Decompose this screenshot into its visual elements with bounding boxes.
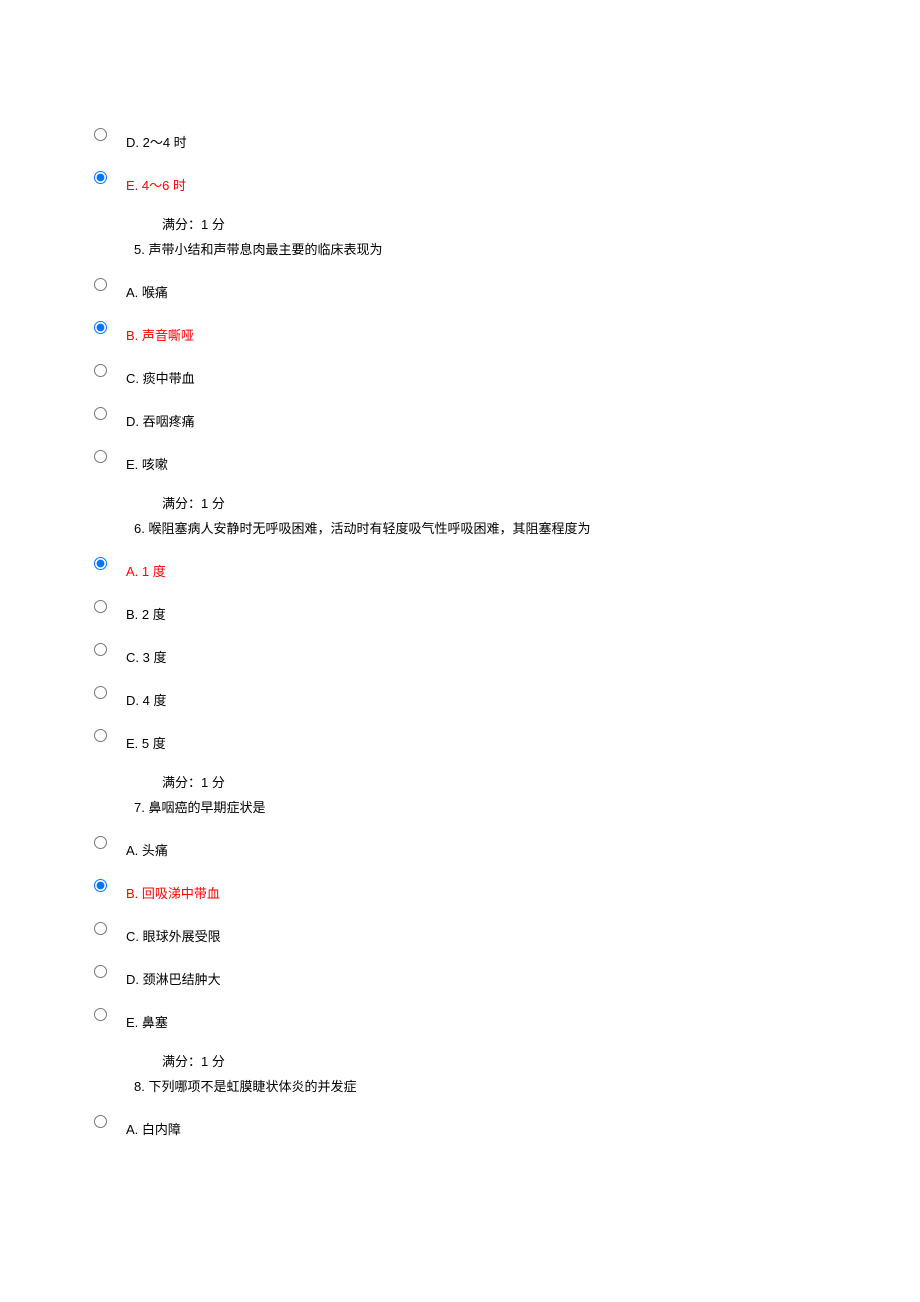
option-row: D. 4 度: [94, 686, 920, 709]
radio-container: [94, 557, 126, 573]
option-radio-a[interactable]: [94, 836, 107, 849]
option-row: C. 痰中带血: [94, 364, 920, 387]
option-radio-c[interactable]: [94, 364, 107, 377]
question-6: 6. 喉阻塞病人安静时无呼吸困难，活动时有轻度吸气性呼吸困难，其阻塞程度为: [94, 518, 920, 537]
option-text: E. 咳嗽: [126, 450, 168, 473]
radio-container: [94, 407, 126, 423]
option-text: D. 吞咽疼痛: [126, 407, 195, 430]
option-text: B. 声音嘶哑: [126, 321, 194, 344]
option-radio-a[interactable]: [94, 557, 107, 570]
radio-container: [94, 643, 126, 659]
option-text: A. 1 度: [126, 557, 166, 580]
radio-container: [94, 364, 126, 380]
option-row: E. 4～6 时: [94, 171, 920, 194]
option-text: A. 白内障: [126, 1115, 181, 1138]
option-text: C. 眼球外展受限: [126, 922, 221, 945]
radio-container: [94, 879, 126, 895]
option-radio-b[interactable]: [94, 321, 107, 334]
score-line: 满分：1 分: [94, 772, 920, 791]
radio-container: [94, 965, 126, 981]
option-row: D. 2～4 时: [94, 128, 920, 151]
radio-container: [94, 450, 126, 466]
option-row: D. 颈淋巴结肿大: [94, 965, 920, 988]
option-row: E. 咳嗽: [94, 450, 920, 473]
option-text: C. 痰中带血: [126, 364, 195, 387]
option-radio-e[interactable]: [94, 1008, 107, 1021]
radio-container: [94, 1115, 126, 1131]
radio-container: [94, 922, 126, 938]
score-line: 满分：1 分: [94, 493, 920, 512]
score-line: 满分：1 分: [94, 214, 920, 233]
radio-container: [94, 278, 126, 294]
radio-container: [94, 600, 126, 616]
option-radio-c[interactable]: [94, 643, 107, 656]
option-text: C. 3 度: [126, 643, 166, 666]
option-row: A. 头痛: [94, 836, 920, 859]
quiz-content: D. 2～4 时 E. 4～6 时满分：1 分 5. 声带小结和声带息肉最主要的临床…: [0, 0, 920, 1138]
option-text: D. 颈淋巴结肿大: [126, 965, 221, 988]
option-radio-d[interactable]: [94, 965, 107, 978]
radio-container: [94, 171, 126, 187]
option-radio-e[interactable]: [94, 729, 107, 742]
question-5: 5. 声带小结和声带息肉最主要的临床表现为: [94, 239, 920, 258]
option-radio-e[interactable]: [94, 171, 107, 184]
radio-container: [94, 729, 126, 745]
radio-container: [94, 686, 126, 702]
score-line: 满分：1 分: [94, 1051, 920, 1070]
option-row: E. 5 度: [94, 729, 920, 752]
radio-container: [94, 1008, 126, 1024]
option-row: B. 2 度: [94, 600, 920, 623]
option-row: C. 3 度: [94, 643, 920, 666]
option-text: B. 回吸涕中带血: [126, 879, 220, 902]
option-radio-a[interactable]: [94, 1115, 107, 1128]
option-radio-d[interactable]: [94, 686, 107, 699]
option-radio-a[interactable]: [94, 278, 107, 291]
option-radio-b[interactable]: [94, 600, 107, 613]
option-text: B. 2 度: [126, 600, 166, 623]
option-row: D. 吞咽疼痛: [94, 407, 920, 430]
radio-container: [94, 321, 126, 337]
option-row: A. 1 度: [94, 557, 920, 580]
option-row: A. 白内障: [94, 1115, 920, 1138]
radio-container: [94, 128, 126, 144]
option-radio-b[interactable]: [94, 879, 107, 892]
option-text: E. 鼻塞: [126, 1008, 168, 1031]
option-row: E. 鼻塞: [94, 1008, 920, 1031]
option-text: A. 喉痛: [126, 278, 168, 301]
option-row: B. 声音嘶哑: [94, 321, 920, 344]
question-8: 8. 下列哪项不是虹膜睫状体炎的并发症: [94, 1076, 920, 1095]
option-radio-d[interactable]: [94, 407, 107, 420]
question-7: 7. 鼻咽癌的早期症状是: [94, 797, 920, 816]
option-row: A. 喉痛: [94, 278, 920, 301]
option-text: D. 4 度: [126, 686, 166, 709]
option-row: C. 眼球外展受限: [94, 922, 920, 945]
radio-container: [94, 836, 126, 852]
option-text: E. 4～6 时: [126, 171, 186, 194]
option-text: E. 5 度: [126, 729, 166, 752]
option-radio-c[interactable]: [94, 922, 107, 935]
option-text: A. 头痛: [126, 836, 168, 859]
option-radio-d[interactable]: [94, 128, 107, 141]
option-text: D. 2～4 时: [126, 128, 187, 151]
option-row: B. 回吸涕中带血: [94, 879, 920, 902]
option-radio-e[interactable]: [94, 450, 107, 463]
